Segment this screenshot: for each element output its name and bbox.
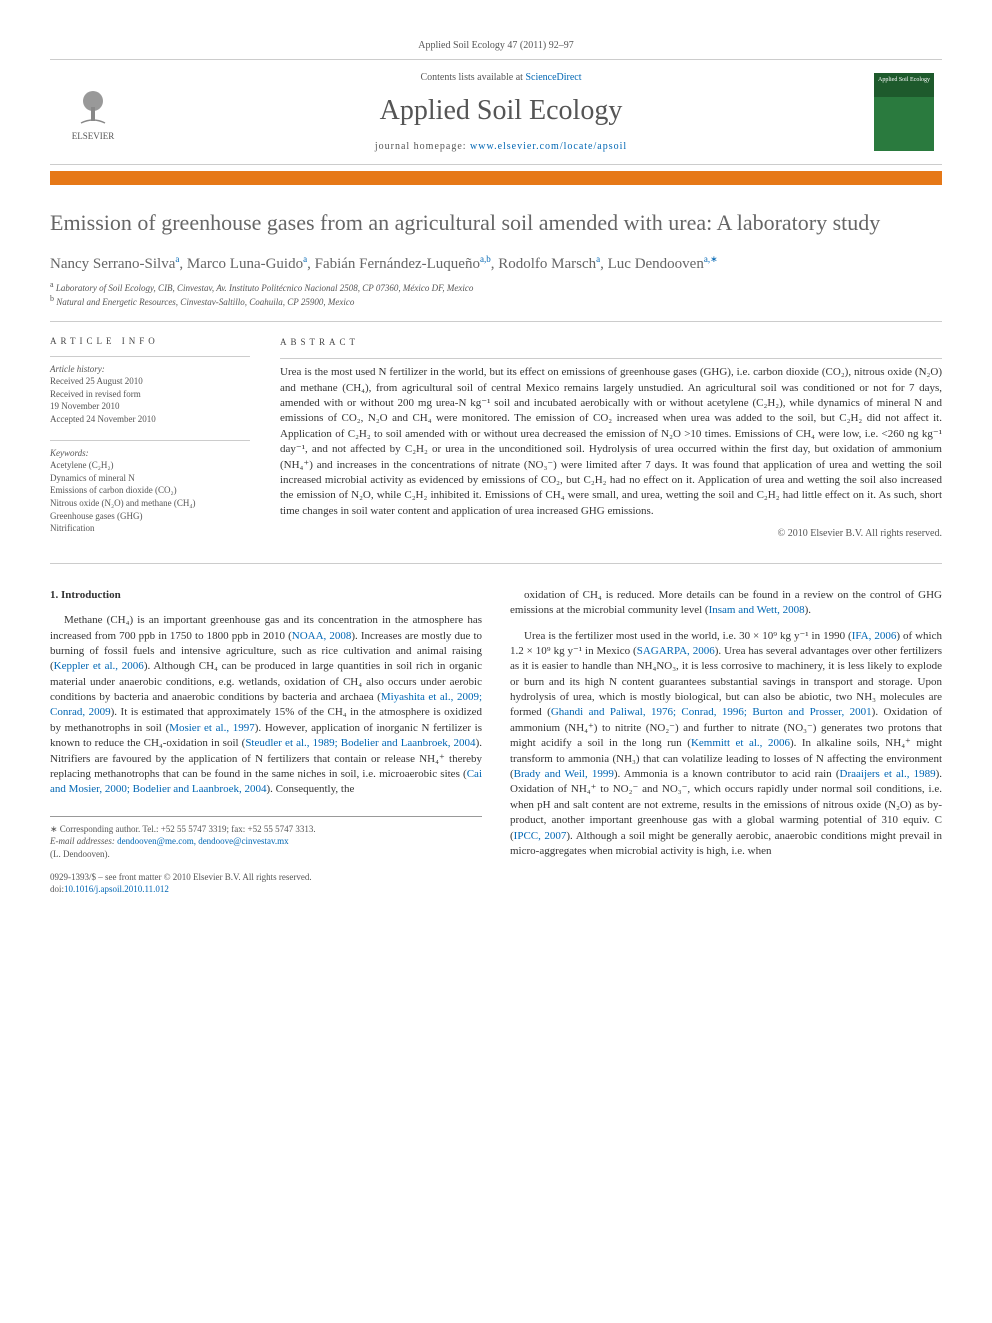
intro-para-2: oxidation of CH₄ is reduced. More detail… — [510, 588, 942, 619]
intro-para-3: Urea is the fertilizer most used in the … — [510, 629, 942, 860]
article-history: Article history: Received 25 August 2010… — [50, 363, 250, 426]
abstract-copyright: © 2010 Elsevier B.V. All rights reserved… — [280, 527, 942, 541]
publisher-name: ELSEVIER — [72, 131, 115, 141]
publisher-logo: ELSEVIER — [58, 83, 128, 141]
elsevier-tree-icon — [69, 83, 117, 131]
orange-divider-bar — [50, 171, 942, 185]
homepage-line: journal homepage: www.elsevier.com/locat… — [128, 141, 874, 152]
abstract-label: ABSTRACT — [280, 336, 942, 349]
journal-cover-thumb: Applied Soil Ecology — [874, 73, 934, 151]
homepage-link[interactable]: www.elsevier.com/locate/apsoil — [470, 141, 627, 152]
affiliation-b: b Natural and Energetic Resources, Cinve… — [50, 297, 942, 307]
intro-para-1: Methane (CH₄) is an important greenhouse… — [50, 613, 482, 798]
corresponding-author: ∗ Corresponding author. Tel.: +52 55 574… — [50, 823, 482, 836]
sciencedirect-link[interactable]: ScienceDirect — [525, 72, 581, 83]
body-col-right: oxidation of CH₄ is reduced. More detail… — [510, 588, 942, 896]
abstract-column: ABSTRACT Urea is the most used N fertili… — [280, 336, 942, 549]
issn-line: 0929-1393/$ – see front matter © 2010 El… — [50, 871, 482, 884]
doi-link[interactable]: 10.1016/j.apsoil.2010.11.012 — [64, 884, 169, 894]
footnotes: ∗ Corresponding author. Tel.: +52 55 574… — [50, 816, 482, 861]
affiliations: a Laboratory of Soil Ecology, CIB, Cinve… — [50, 283, 942, 307]
keywords-block: Keywords: Acetylene (C₂H₂) Dynamics of m… — [50, 447, 250, 535]
contents-line: Contents lists available at ScienceDirec… — [128, 72, 874, 83]
page: Applied Soil Ecology 47 (2011) 92–97 ELS… — [0, 0, 992, 936]
article-title: Emission of greenhouse gases from an agr… — [50, 209, 942, 238]
divider — [50, 563, 942, 564]
masthead: ELSEVIER Contents lists available at Sci… — [50, 59, 942, 165]
divider — [50, 321, 942, 322]
masthead-center: Contents lists available at ScienceDirec… — [128, 72, 874, 152]
email-link[interactable]: dendooven@me.com, dendoove@cinvestav.mx — [117, 836, 288, 846]
info-abstract-row: ARTICLE INFO Article history: Received 2… — [50, 336, 942, 549]
body-two-column: 1. Introduction Methane (CH₄) is an impo… — [50, 588, 942, 896]
doi-line: doi:10.1016/j.apsoil.2010.11.012 — [50, 883, 482, 896]
article-info-label: ARTICLE INFO — [50, 336, 250, 346]
journal-title: Applied Soil Ecology — [128, 95, 874, 127]
intro-heading: 1. Introduction — [50, 588, 482, 603]
footer-line: 0929-1393/$ – see front matter © 2010 El… — [50, 871, 482, 896]
author-list: Nancy Serrano-Silvaa, Marco Luna-Guidoa,… — [50, 256, 942, 273]
body-col-left: 1. Introduction Methane (CH₄) is an impo… — [50, 588, 482, 896]
email-line: E-mail addresses: dendooven@me.com, dend… — [50, 835, 482, 848]
running-header: Applied Soil Ecology 47 (2011) 92–97 — [50, 40, 942, 51]
affiliation-a: a Laboratory of Soil Ecology, CIB, Cinve… — [50, 283, 942, 293]
email-owner: (L. Dendooven). — [50, 848, 482, 861]
article-info-column: ARTICLE INFO Article history: Received 2… — [50, 336, 250, 549]
abstract-text: Urea is the most used N fertilizer in th… — [280, 365, 942, 519]
